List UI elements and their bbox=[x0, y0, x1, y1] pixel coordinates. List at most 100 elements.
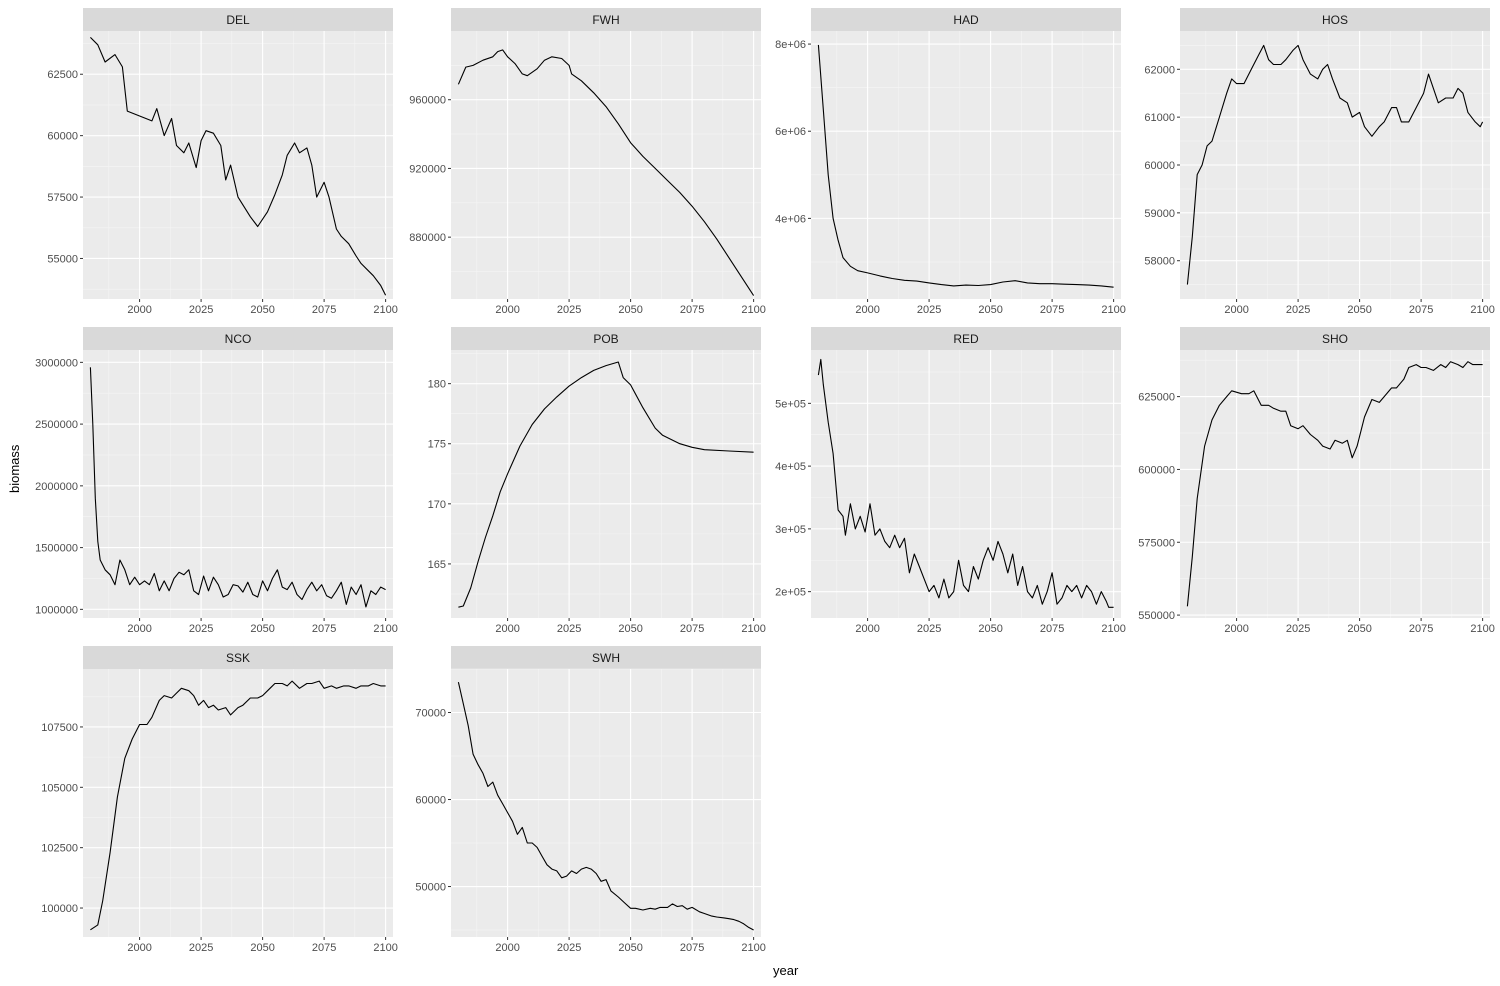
x-tick-label: 2025 bbox=[1286, 623, 1310, 635]
x-tick-label: 2000 bbox=[495, 942, 519, 954]
x-tick-label: 2075 bbox=[312, 304, 336, 316]
x-tick-label: 2025 bbox=[917, 623, 941, 635]
x-tick-label: 2050 bbox=[618, 304, 642, 316]
panel-strip bbox=[451, 8, 761, 31]
panel-strip-label: SWH bbox=[592, 651, 620, 665]
y-tick-label: 58000 bbox=[1144, 256, 1175, 268]
y-tick-label: 1000000 bbox=[35, 604, 78, 616]
series-line-hos bbox=[1186, 44, 1484, 285]
panel-background bbox=[451, 31, 761, 299]
y-tick-label: 60000 bbox=[47, 131, 78, 143]
x-tick-label: 2025 bbox=[557, 623, 581, 635]
series-line-nco bbox=[89, 367, 386, 608]
panel-strip bbox=[811, 327, 1121, 350]
panel-swh: SWH 2000 2025 2050 2075 2100 50000 60000 70000 bbox=[415, 646, 766, 954]
panel-strip-label: FWH bbox=[592, 13, 619, 27]
x-tick-label: 2050 bbox=[978, 623, 1002, 635]
x-tick-label: 2050 bbox=[250, 623, 274, 635]
panel-hos: HOS 2000 2025 2050 2075 2100 58000 59000 60000 61… bbox=[1144, 8, 1495, 316]
y-tick-label: 550000 bbox=[1138, 610, 1175, 622]
y-tick-label: 165 bbox=[428, 559, 446, 571]
x-tick-label: 2050 bbox=[1347, 304, 1371, 316]
x-tick-label: 2100 bbox=[1470, 623, 1494, 635]
x-tick-label: 2000 bbox=[127, 942, 151, 954]
x-tick-label: 2025 bbox=[189, 304, 213, 316]
x-axis-title: year bbox=[773, 963, 799, 978]
panel-background bbox=[811, 31, 1121, 299]
panel-strip bbox=[451, 327, 761, 350]
panel-strip-label: HOS bbox=[1322, 13, 1348, 27]
y-tick-label: 880000 bbox=[409, 232, 446, 244]
y-tick-label: 2000000 bbox=[35, 481, 78, 493]
y-tick-label: 5e+05 bbox=[775, 398, 806, 410]
y-tick-label: 920000 bbox=[409, 163, 446, 175]
panel-pob: POB 2000 2025 2050 2075 2100 165 170 175 180 bbox=[428, 327, 766, 635]
x-tick-label: 2025 bbox=[189, 623, 213, 635]
series-line-del bbox=[90, 37, 387, 296]
series-line-ssk bbox=[90, 680, 386, 931]
y-tick-label: 2e+05 bbox=[775, 587, 806, 599]
y-tick-label: 1500000 bbox=[35, 543, 78, 555]
x-tick-label: 2075 bbox=[680, 623, 704, 635]
y-tick-label: 62500 bbox=[47, 69, 78, 81]
panel-strip-label: SSK bbox=[226, 651, 250, 665]
y-tick-label: 60000 bbox=[1144, 160, 1175, 172]
x-tick-label: 2100 bbox=[373, 304, 397, 316]
x-tick-label: 2050 bbox=[250, 942, 274, 954]
panel-background bbox=[83, 350, 393, 618]
x-tick-label: 2100 bbox=[741, 942, 765, 954]
x-tick-label: 2100 bbox=[741, 623, 765, 635]
y-tick-label: 3e+05 bbox=[775, 524, 806, 536]
series-line-red bbox=[817, 358, 1114, 608]
panel-nco: NCO 2000 2025 2050 2075 2100 1000000 1500000 200… bbox=[35, 327, 398, 635]
y-tick-label: 3000000 bbox=[35, 357, 78, 369]
y-tick-label: 180 bbox=[428, 379, 446, 391]
panel-had: HAD 2000 2025 2050 2075 2100 4e+06 6e+06 8e+06 bbox=[775, 8, 1126, 316]
y-tick-label: 57500 bbox=[47, 192, 78, 204]
panel-background bbox=[83, 669, 393, 937]
x-tick-label: 2075 bbox=[680, 942, 704, 954]
x-tick-label: 2075 bbox=[312, 623, 336, 635]
series-line-fwh bbox=[457, 49, 755, 296]
panel-strip-label: DEL bbox=[226, 13, 250, 27]
y-tick-label: 105000 bbox=[41, 782, 78, 794]
panel-sho: SHO 2000 2025 2050 2075 2100 550000 575000 60000… bbox=[1138, 327, 1495, 635]
x-tick-label: 2025 bbox=[1286, 304, 1310, 316]
panel-background bbox=[811, 350, 1121, 618]
panel-strip bbox=[83, 646, 393, 669]
x-tick-label: 2100 bbox=[741, 304, 765, 316]
panel-strip bbox=[1180, 327, 1490, 350]
y-tick-label: 61000 bbox=[1144, 112, 1175, 124]
panel-strip bbox=[83, 327, 393, 350]
y-tick-label: 60000 bbox=[415, 795, 446, 807]
panel-strip-label: HAD bbox=[953, 13, 979, 27]
x-tick-label: 2100 bbox=[373, 942, 397, 954]
y-tick-label: 62000 bbox=[1144, 64, 1175, 76]
panel-strip-label: NCO bbox=[225, 332, 252, 346]
series-line-swh bbox=[457, 681, 754, 931]
panel-fwh: FWH 2000 2025 2050 2075 2100 880000 920000 96000… bbox=[409, 8, 766, 316]
panel-strip-label: SHO bbox=[1322, 332, 1348, 346]
x-tick-label: 2000 bbox=[127, 304, 151, 316]
x-tick-label: 2075 bbox=[312, 942, 336, 954]
y-tick-label: 50000 bbox=[415, 882, 446, 894]
y-tick-label: 102500 bbox=[41, 843, 78, 855]
y-tick-label: 59000 bbox=[1144, 208, 1175, 220]
y-tick-label: 2500000 bbox=[35, 419, 78, 431]
x-tick-label: 2100 bbox=[373, 623, 397, 635]
panel-background bbox=[83, 31, 393, 299]
series-line-sho bbox=[1186, 361, 1483, 607]
panel-ssk: SSK 2000 2025 2050 2075 2100 100000 102500 10500… bbox=[41, 646, 398, 954]
x-tick-label: 2075 bbox=[1409, 623, 1433, 635]
y-tick-label: 625000 bbox=[1138, 392, 1175, 404]
x-tick-label: 2000 bbox=[1224, 623, 1248, 635]
y-tick-label: 4e+06 bbox=[775, 213, 806, 225]
x-tick-label: 2100 bbox=[1101, 304, 1125, 316]
series-line-pob bbox=[458, 361, 754, 608]
y-tick-label: 107500 bbox=[41, 722, 78, 734]
y-tick-label: 55000 bbox=[47, 253, 78, 265]
series-line-had bbox=[817, 44, 1114, 288]
panel-background bbox=[1180, 350, 1490, 618]
x-tick-label: 2000 bbox=[1224, 304, 1248, 316]
